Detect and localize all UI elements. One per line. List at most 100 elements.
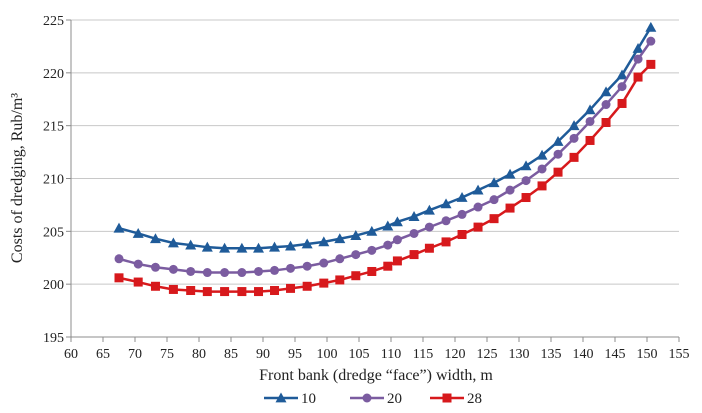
data-point [254,287,264,297]
data-point [553,149,563,159]
data-point [319,258,329,268]
x-tick-label: 115 [413,347,433,362]
data-point [270,265,280,275]
data-point [367,245,377,255]
data-point [150,281,160,291]
data-point [585,116,595,126]
data-point [473,202,483,212]
data-point [584,104,596,115]
data-point [537,181,547,191]
data-point [423,204,435,215]
data-point [302,261,312,271]
x-tick-label: 70 [128,347,142,362]
data-point [350,230,362,240]
data-point [186,266,196,276]
data-point [335,275,345,285]
data-point [335,254,345,264]
series-28 [114,59,656,297]
legend-label: 10 [301,391,316,407]
data-point [149,233,161,244]
x-tick-label: 155 [669,347,690,362]
data-point [351,271,361,281]
x-tick-label: 105 [349,347,370,362]
series-10 [113,21,657,253]
x-tick-label: 65 [96,347,110,362]
y-tick-label: 220 [43,67,64,82]
data-point [392,235,402,245]
y-tick-label: 210 [43,173,64,188]
data-point [505,203,515,213]
y-axis-title: Costs of dredging, Rub/m³ [9,93,26,263]
x-tick-label: 145 [605,347,626,362]
data-point [237,268,247,278]
data-point [366,225,378,236]
x-tick-label: 140 [573,347,594,362]
y-tick-label: 205 [43,225,64,240]
data-point [219,242,231,253]
data-point [632,43,644,53]
data-point [408,211,420,221]
data-point [456,192,468,202]
grid-lines [71,19,679,338]
data-point [270,286,280,296]
legend-label: 20 [387,391,402,407]
series-line [118,26,652,250]
data-point [569,133,579,143]
y-tick-label: 225 [43,14,64,29]
series-line [118,63,652,293]
data-point [351,250,361,260]
data-point [553,167,563,177]
data-point [601,117,611,127]
x-tick-label: 150 [637,347,658,362]
x-tick-label: 120 [445,347,466,362]
x-axis-title: Front bank (dredge “face”) width, m [259,367,493,384]
data-point [600,86,612,97]
data-point [334,233,346,244]
data-point [132,227,144,238]
legend-marker [275,392,287,403]
data-point [633,54,643,64]
legend: 10 20 28 [264,391,482,407]
x-tick-label: 75 [160,347,174,362]
data-point [424,243,434,253]
data-point [202,287,212,297]
data-point [569,152,579,162]
axes [66,19,680,342]
x-tick-label: 80 [192,347,206,362]
data-point [383,240,393,250]
data-point [150,262,160,272]
data-point [505,185,515,195]
data-point [114,254,124,264]
data-point [236,242,248,253]
data-point [646,59,656,69]
data-point [488,177,500,188]
data-point [601,100,611,110]
y-tick-label: 195 [43,331,64,346]
data-point [286,283,296,293]
data-point [617,98,627,108]
data-point [114,273,124,283]
legend-marker [442,393,452,403]
data-point [616,69,628,80]
data-point [220,268,230,278]
y-tick-label: 200 [43,278,64,293]
series-line [118,40,652,274]
x-tick-label: 90 [256,347,270,362]
data-point [489,195,499,205]
data-point [185,239,197,250]
data-point [489,214,499,224]
data-point [382,220,394,231]
x-tick-labels: 60 65 70 75 80 85 90 95 100 105 110 115 120 125 130 135… [64,347,690,362]
data-point [113,222,125,233]
data-point [409,228,419,238]
data-point [168,264,178,274]
x-tick-label: 60 [64,347,78,362]
legend-label: 28 [467,391,482,407]
data-point [186,286,196,296]
y-tick-labels: 195 200 205 210 215 220 225 [43,14,64,346]
data-point [536,149,548,160]
data-point [441,216,451,226]
x-tick-label: 110 [381,347,401,362]
data-point [424,222,434,232]
